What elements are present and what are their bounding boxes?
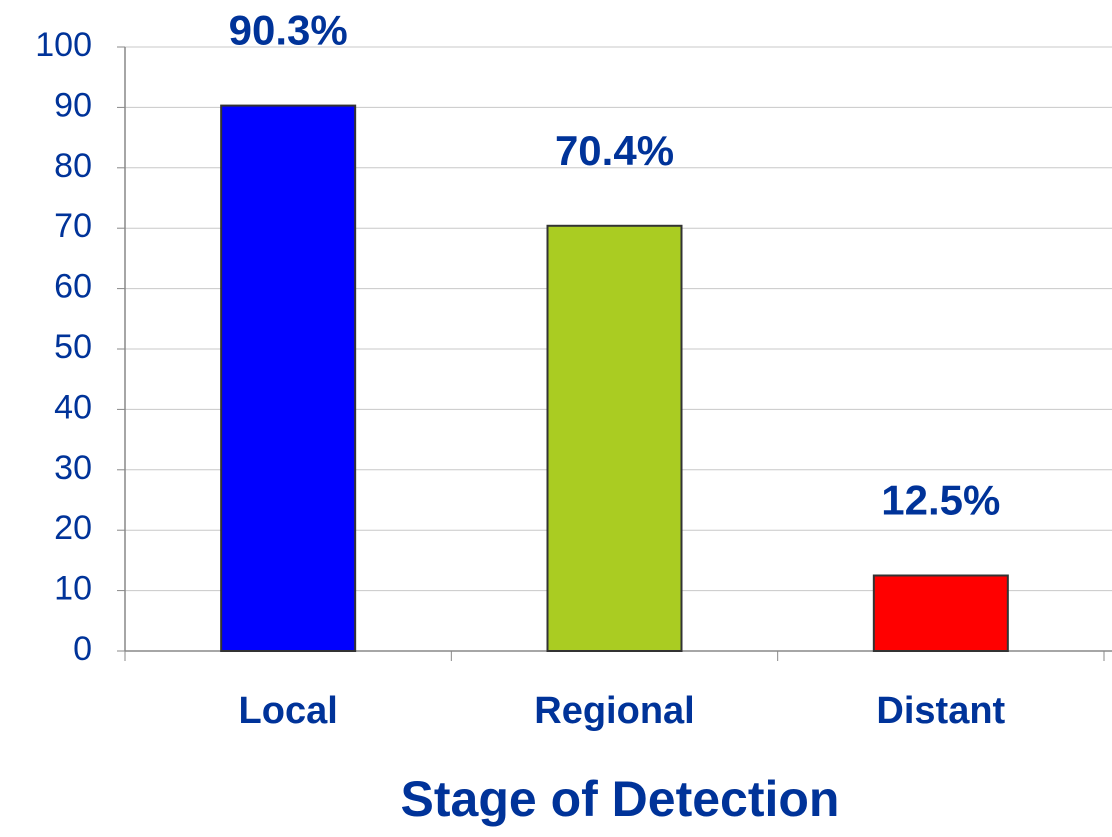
y-tick-label: 60 [54,268,92,306]
y-tick-label: 40 [54,388,92,426]
y-tick-label: 90 [54,86,92,124]
y-tick-label: 80 [54,147,92,185]
x-tick-label: Local [239,690,338,732]
value-label: 70.4% [555,127,674,174]
y-tick-label: 50 [54,328,92,366]
x-axis-title: Stage of Detection [401,771,840,827]
bar [872,574,1009,652]
bar [546,224,683,652]
value-label: 90.3% [229,7,348,54]
x-tick-label: Regional [534,690,694,732]
y-tick-label: 100 [35,26,92,64]
bar [220,104,357,652]
y-tick-label: 20 [54,509,92,547]
y-tick-label: 30 [54,449,92,487]
y-tick-label: 0 [73,630,92,668]
y-tick-label: 70 [54,207,92,245]
y-tick-label: 10 [54,570,92,608]
x-tick-label: Distant [876,690,1005,732]
value-label: 12.5% [881,477,1000,524]
